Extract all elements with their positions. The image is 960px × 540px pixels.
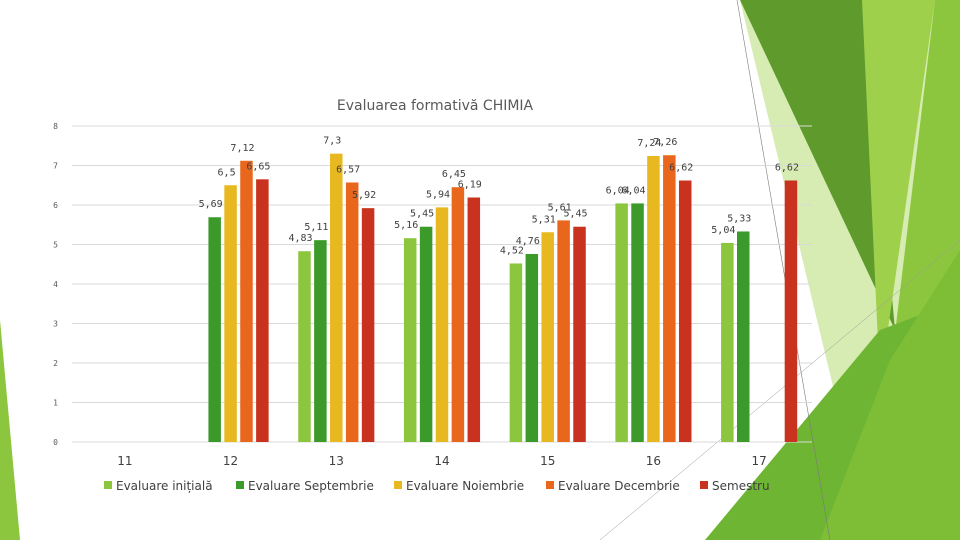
data-label-september-12: 5,69 xyxy=(199,199,223,210)
chart-bars xyxy=(208,153,798,443)
y-tick-label: 6 xyxy=(53,201,58,210)
data-label-semester-17: 6,62 xyxy=(775,163,799,174)
x-tick-label-13: 13 xyxy=(329,454,344,468)
data-label-september-13: 5,11 xyxy=(304,222,328,233)
deco-line-1 xyxy=(736,0,831,540)
x-tick-label-16: 16 xyxy=(646,454,661,468)
legend-label-initial: Evaluare inițială xyxy=(116,479,213,493)
data-label-november-15: 5,31 xyxy=(532,214,556,225)
x-tick-label-12: 12 xyxy=(223,454,238,468)
data-label-initial-15: 4,52 xyxy=(500,245,524,256)
data-label-december-16: 7,26 xyxy=(653,137,677,148)
bar-semester-14 xyxy=(467,197,481,442)
data-label-initial-14: 5,16 xyxy=(394,220,418,231)
data-label-september-17: 5,33 xyxy=(727,213,751,224)
data-label-semester-13: 5,92 xyxy=(352,190,376,201)
data-label-september-16: 6,04 xyxy=(621,185,645,196)
chart-data-labels: 5,696,57,126,654,835,117,36,575,925,165,… xyxy=(199,136,799,257)
bar-november-16 xyxy=(647,156,660,442)
data-label-semester-15: 5,45 xyxy=(563,209,587,220)
bar-november-14 xyxy=(435,207,449,442)
y-tick-label: 8 xyxy=(53,122,58,131)
bar-december-15 xyxy=(557,220,570,442)
bar-semester-17 xyxy=(784,180,798,442)
deco-shape-deep xyxy=(820,250,960,540)
chart-title: Evaluarea formativă CHIMIA xyxy=(337,98,534,114)
data-label-november-12: 6,5 xyxy=(218,167,236,178)
data-label-semester-12: 6,65 xyxy=(246,161,270,172)
bar-september-14 xyxy=(419,226,433,442)
data-label-initial-17: 5,04 xyxy=(711,225,735,236)
legend-swatch-december xyxy=(546,481,554,489)
data-label-september-15: 4,76 xyxy=(516,236,540,247)
y-axis-tick-labels: 0 1 2 3 4 5 6 7 8 xyxy=(53,122,58,447)
bar-semester-13 xyxy=(361,208,375,442)
bar-initial-16 xyxy=(615,203,628,442)
legend-label-semester: Semestru xyxy=(712,479,770,493)
bar-initial-14 xyxy=(403,238,417,442)
legend-swatch-semester xyxy=(700,481,708,489)
bar-september-16 xyxy=(631,203,644,442)
bar-november-12 xyxy=(224,185,237,442)
deco-shape-dark xyxy=(740,0,895,330)
y-tick-label: 5 xyxy=(53,241,58,250)
y-tick-label: 3 xyxy=(53,320,58,329)
y-tick-label: 2 xyxy=(53,359,58,368)
x-tick-label-17: 17 xyxy=(752,454,767,468)
data-label-semester-16: 6,62 xyxy=(669,163,693,174)
data-label-december-15: 5,61 xyxy=(548,202,572,213)
data-label-initial-13: 4,83 xyxy=(288,233,312,244)
bar-september-13 xyxy=(314,240,327,442)
legend-label-december: Evaluare Decembrie xyxy=(558,479,680,493)
data-label-december-14: 6,45 xyxy=(442,169,466,180)
x-tick-label-15: 15 xyxy=(540,454,555,468)
bar-semester-15 xyxy=(573,226,586,442)
legend-swatch-november xyxy=(394,481,402,489)
bar-semester-12 xyxy=(256,179,269,442)
legend-label-september: Evaluare Septembrie xyxy=(248,479,374,493)
y-tick-label: 0 xyxy=(53,438,58,447)
y-tick-label: 7 xyxy=(53,162,58,171)
deco-line-2 xyxy=(599,239,960,540)
legend-swatch-initial xyxy=(104,481,112,489)
bar-initial-13 xyxy=(298,251,311,442)
legend-label-november: Evaluare Noiembrie xyxy=(406,479,524,493)
bar-december-13 xyxy=(345,182,359,443)
x-axis-category-labels: 11 12 13 14 15 16 17 xyxy=(117,454,767,468)
bar-november-13 xyxy=(330,153,343,442)
data-label-november-14: 5,94 xyxy=(426,189,450,200)
bar-september-17 xyxy=(736,231,750,442)
x-tick-label-14: 14 xyxy=(434,454,449,468)
data-label-november-13: 7,3 xyxy=(323,136,341,147)
data-label-december-13: 6,57 xyxy=(336,164,360,175)
bar-initial-15 xyxy=(509,263,523,442)
chart-legend: Evaluare inițială Evaluare Septembrie Eval… xyxy=(104,479,770,493)
bar-semester-16 xyxy=(678,180,692,442)
bar-december-16 xyxy=(663,155,676,443)
data-label-semester-14: 6,19 xyxy=(458,179,482,190)
bar-november-15 xyxy=(541,232,554,442)
deco-shape-left xyxy=(0,320,20,540)
bar-initial-17 xyxy=(721,242,734,442)
data-label-december-12: 7,12 xyxy=(230,143,254,154)
bar-december-14 xyxy=(451,187,465,442)
bar-september-15 xyxy=(525,253,539,442)
x-tick-label-11: 11 xyxy=(117,454,132,468)
deco-shape-light xyxy=(862,0,935,385)
bar-december-12 xyxy=(240,160,253,442)
bar-september-12 xyxy=(208,217,221,442)
y-tick-label: 1 xyxy=(53,399,58,408)
legend-swatch-september xyxy=(236,481,244,489)
data-label-september-14: 5,45 xyxy=(410,209,434,220)
data-label-initial-16: 6,04 xyxy=(606,185,630,196)
y-tick-label: 4 xyxy=(53,280,58,289)
data-label-november-16: 7,24 xyxy=(637,138,661,149)
